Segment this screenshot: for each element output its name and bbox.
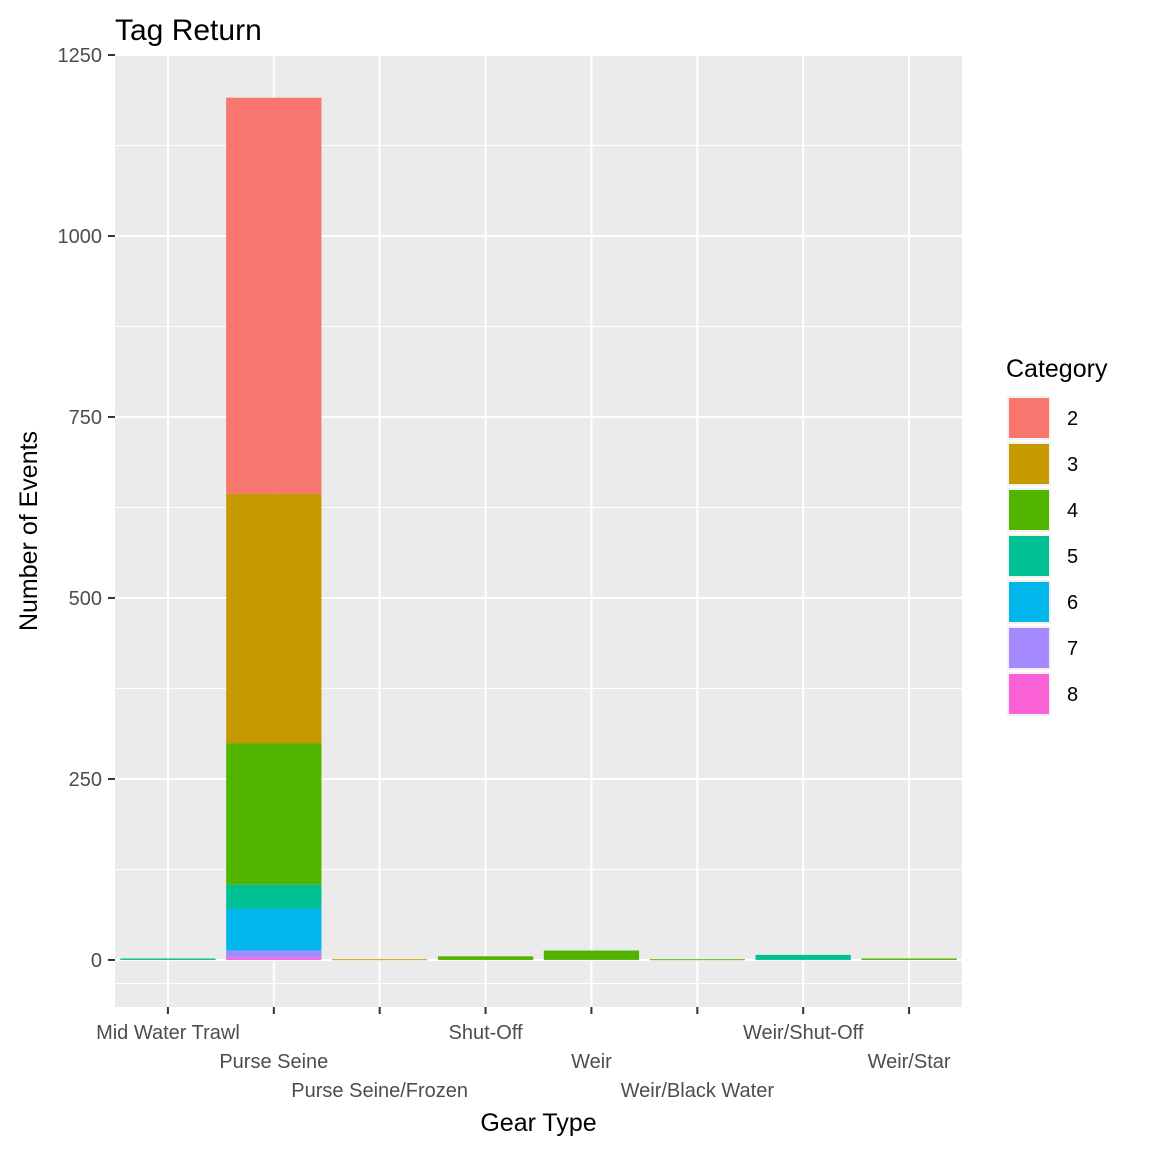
x-tick-label: Weir/Shut-Off xyxy=(743,1022,864,1044)
legend-swatch xyxy=(1009,444,1049,484)
bar-segment xyxy=(226,884,322,909)
legend-swatch xyxy=(1009,674,1049,714)
bar-segment xyxy=(332,959,428,961)
bar-segment xyxy=(226,908,322,951)
x-tick-label: Weir xyxy=(571,1051,612,1073)
y-tick-label: 750 xyxy=(69,407,102,429)
bar-segment xyxy=(226,950,322,958)
y-tick-label: 250 xyxy=(69,769,102,791)
bar-segment xyxy=(649,959,745,961)
bars xyxy=(120,97,957,961)
legend-label: 6 xyxy=(1067,592,1078,614)
bar-segment xyxy=(226,743,322,885)
x-tick-label: Mid Water Trawl xyxy=(96,1022,240,1044)
legend-swatch xyxy=(1009,398,1049,438)
bar-segment xyxy=(543,950,640,960)
x-tick-label: Weir/Black Water xyxy=(621,1080,775,1102)
legend: Category 2 3 4 5 6 7 8 xyxy=(1006,355,1108,716)
legend-title: Category xyxy=(1006,355,1108,383)
legend-swatch xyxy=(1009,582,1049,622)
legend-label: 3 xyxy=(1067,454,1078,476)
x-tick-label: Weir/Star xyxy=(868,1051,951,1073)
x-tick-label: Shut-Off xyxy=(449,1022,524,1044)
bar-segment xyxy=(861,958,957,960)
bar-segment xyxy=(226,493,322,744)
y-axis-title: Number of Events xyxy=(15,431,43,631)
y-tick-label: 0 xyxy=(91,950,102,972)
x-tick-label: Purse Seine xyxy=(219,1051,328,1073)
bar-segment xyxy=(120,958,216,960)
legend-swatch xyxy=(1009,628,1049,668)
y-tick-label: 1250 xyxy=(58,45,103,67)
bar-segment xyxy=(226,97,322,494)
legend-swatch xyxy=(1009,490,1049,530)
axes: 0 250 500 750 1000 1250 Mid Water Trawl Purse S… xyxy=(58,45,951,1102)
legend-swatch xyxy=(1009,536,1049,576)
bar-segment xyxy=(437,956,534,960)
chart-title: Tag Return xyxy=(115,14,262,47)
legend-label: 4 xyxy=(1067,500,1078,522)
bar-segment xyxy=(226,957,322,960)
legend-label: 5 xyxy=(1067,546,1078,568)
x-axis-title: Gear Type xyxy=(480,1109,596,1137)
legend-label: 8 xyxy=(1067,684,1078,706)
y-tick-label: 500 xyxy=(69,588,102,610)
y-tick-label: 1000 xyxy=(58,226,103,248)
x-tick-label: Purse Seine/Frozen xyxy=(291,1080,468,1102)
legend-label: 7 xyxy=(1067,638,1078,660)
bar-segment xyxy=(755,954,851,960)
legend-label: 2 xyxy=(1067,408,1078,430)
